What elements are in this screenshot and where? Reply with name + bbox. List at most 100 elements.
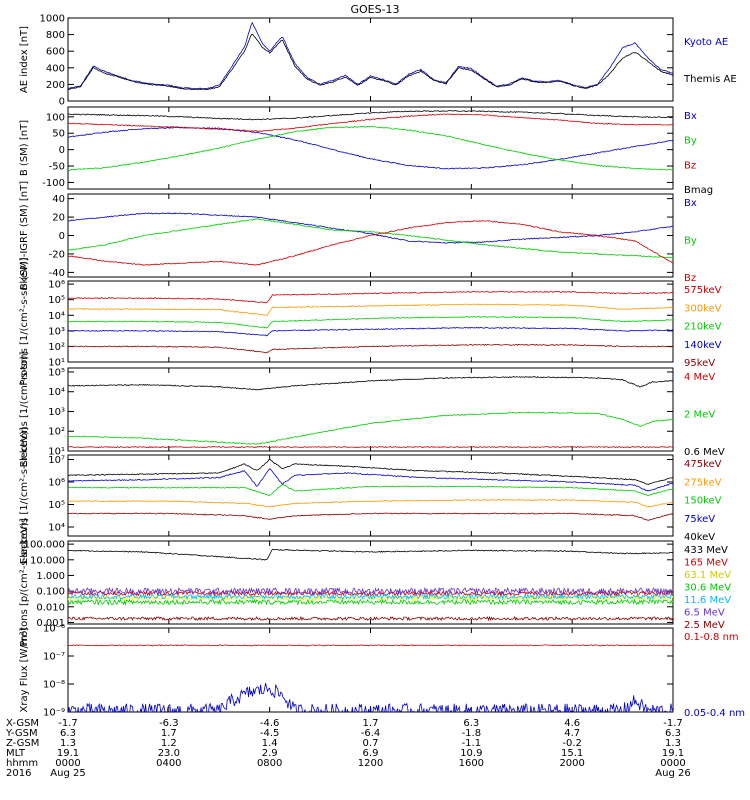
legend-4-mev: 4 MeV — [684, 372, 715, 383]
series-line-30-6-mev — [68, 598, 673, 606]
series-line-150kev — [68, 484, 673, 497]
y-tick-label: 50 — [52, 129, 65, 140]
ephemeris-cell: -0.2 — [562, 738, 582, 749]
ephemeris-cell: 2000 — [559, 758, 584, 769]
row-label-mlt: MLT — [6, 748, 26, 759]
ephemeris-cell: 1.4 — [262, 738, 278, 749]
series-group — [68, 110, 673, 171]
series-line-0-6-mev — [68, 376, 673, 391]
y-axis-label: Xray Flux [W/m²] — [19, 627, 30, 712]
series-line-0-05-0-4-nm — [68, 683, 673, 712]
ephemeris-cell: 4.6 — [564, 718, 580, 729]
panel-frame — [67, 17, 674, 102]
series-group — [68, 458, 673, 521]
y-axis-label: Electrons [1/(cm²-s-sr)] — [19, 352, 30, 468]
ephemeris-cell: 6.9 — [363, 748, 379, 759]
y-tick-label: 10⁷ — [48, 455, 65, 466]
series-group — [68, 22, 673, 91]
ephemeris-cell: 10.9 — [460, 748, 482, 759]
y-tick-label: -40 — [49, 268, 65, 279]
y-tick-label: 10⁵ — [48, 367, 65, 378]
series-line-by — [68, 125, 673, 171]
series-line-6-5-mev — [68, 586, 673, 596]
row-label-y-gsm: Y-GSM — [5, 728, 38, 739]
y-tick-label: 10¹ — [48, 358, 65, 369]
legend-433-mev: 433 MeV — [684, 545, 728, 556]
y-tick-label: 1000 — [40, 14, 65, 25]
series-line-300kev — [68, 303, 673, 316]
y-tick-label: 800 — [46, 30, 65, 41]
ephemeris-cell: -4.5 — [260, 728, 280, 739]
legend-140kev: 140keV — [684, 340, 722, 351]
series-line-40kev — [68, 458, 673, 485]
y-tick-label: 10⁴ — [48, 311, 65, 322]
y-tick-label: -50 — [49, 162, 65, 173]
ephemeris-cell: -1.1 — [462, 738, 482, 749]
ephemeris-cell: -4.6 — [260, 718, 280, 729]
ephemeris-cell: 19.1 — [662, 748, 684, 759]
ephemeris-cell: 19.1 — [57, 748, 79, 759]
series-line-bz — [68, 113, 673, 133]
panel-bigrf: -40 -20 0 20 40 B (SM)-IGRF (SM) [nT] Bx By Bz — [19, 181, 697, 290]
series-line-2-mev — [68, 411, 673, 445]
legend-210kev: 210keV — [684, 322, 722, 333]
series-line-2-5-mev — [68, 615, 673, 622]
ephemeris-cell: 1.3 — [665, 738, 681, 749]
ephemeris-cell: 6.3 — [463, 718, 479, 729]
ephemeris-cell: 1.7 — [161, 728, 177, 739]
series-line-bz — [68, 220, 673, 266]
legend-0-1-0-8-nm: 0.1-0.8 nm — [684, 632, 739, 643]
row-label-hhmm: hhmm — [6, 758, 38, 769]
row-label-2016: 2016 — [6, 768, 31, 779]
y-axis-label: Protons [1/(cm²-s-sr-keV)] — [19, 257, 30, 385]
y-tick-label: 10⁵ — [48, 295, 65, 306]
series-group — [68, 290, 673, 354]
legend-575kev: 575keV — [684, 285, 722, 296]
series-group — [68, 376, 673, 449]
panel-frame — [67, 454, 674, 537]
series-line-bx — [68, 212, 673, 244]
series-line-95kev — [68, 343, 673, 354]
ephemeris-cell: 1.2 — [161, 738, 177, 749]
legend-bz: Bz — [684, 273, 696, 284]
ephemeris-cell: 1.3 — [60, 738, 76, 749]
series-line-275kev — [68, 498, 673, 508]
legend-bx: Bx — [684, 111, 697, 122]
ephemeris-cell: 0.7 — [363, 738, 379, 749]
y-tick-label: 10⁻⁷ — [43, 652, 65, 663]
y-tick-label: 10⁻⁸ — [43, 680, 65, 691]
series-line-140kev — [68, 326, 673, 337]
ephemeris-cell: 15.1 — [561, 748, 583, 759]
y-tick-label: 0.010 — [36, 602, 65, 613]
y-tick-label: 10⁴ — [48, 387, 65, 398]
legend-11-6-mev: 11.6 MeV — [684, 595, 731, 606]
series-line-4-mev — [68, 446, 673, 449]
ephemeris-cell: 4.7 — [564, 728, 580, 739]
ephemeris-cell: 1600 — [459, 758, 484, 769]
y-tick-label: 0.100 — [36, 587, 65, 598]
legend-by: By — [684, 236, 697, 247]
panel-protons-high: 0.001 0.010 0.100 1.000 10.000 100.000Protons… — [19, 518, 731, 646]
series-line-11-6-mev — [68, 592, 673, 601]
ephemeris-cell: -1.7 — [663, 718, 683, 729]
series-line-210kev — [68, 315, 673, 329]
y-tick-label: 10⁻⁶ — [43, 624, 65, 635]
legend-2-5-mev: 2.5 MeV — [684, 620, 725, 631]
legend-bz: Bz — [684, 160, 696, 171]
ephemeris-cell: -6.3 — [159, 718, 179, 729]
legend-themis-ae: Themis AE — [683, 74, 737, 85]
series-line-475kev — [68, 512, 673, 521]
y-tick-label: 40 — [52, 194, 65, 205]
y-tick-label: 10² — [48, 427, 65, 438]
panel-ae: 0 200 400 600 800 1000 AE index [nT] Kyoto AE Th… — [19, 14, 737, 108]
panel-frame — [67, 367, 674, 452]
y-axis-label: AE index [nT] — [19, 26, 30, 93]
series-line-0-1-0-8-nm — [68, 644, 673, 647]
panel-electrons-high: 10¹ 10² 10³ 10⁴ 10⁵ Electrons [1/(cm²-s-sr)] 4… — [19, 352, 725, 468]
legend-63-1-mev: 63.1 MeV — [684, 570, 731, 581]
legend-2-mev: 2 MeV — [684, 410, 715, 421]
ephemeris-cell: Aug 25 — [50, 768, 85, 779]
y-tick-label: 10² — [48, 342, 65, 353]
y-tick-label: 0 — [59, 97, 65, 108]
y-tick-label: 10⁶ — [48, 478, 65, 489]
